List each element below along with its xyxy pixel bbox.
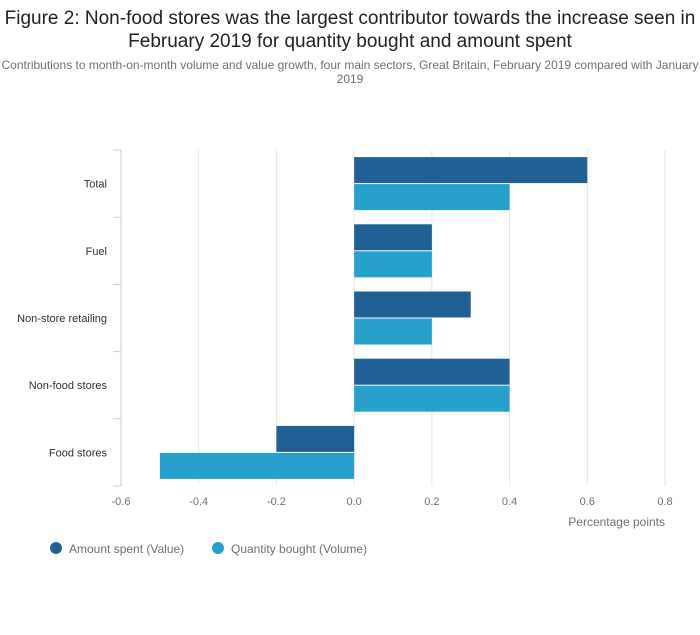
x-tick-label: 0.2	[424, 496, 439, 508]
bar-value[interactable]	[354, 224, 432, 251]
bar-volume[interactable]	[159, 452, 355, 479]
category-label: Food stores	[49, 447, 108, 459]
x-tick-label: -0.6	[112, 496, 131, 508]
chart-subtitle: Contributions to month-on-month volume a…	[1, 58, 699, 86]
category-label: Total	[84, 179, 107, 191]
legend-label[interactable]: Quantity bought (Volume)	[231, 542, 367, 556]
bar-volume[interactable]	[354, 251, 432, 278]
x-tick-label: -0.2	[267, 496, 286, 508]
legend-marker-value	[50, 542, 62, 554]
bar-volume[interactable]	[354, 184, 510, 211]
x-tick-label: 0.6	[580, 496, 595, 508]
x-tick-label: -0.4	[189, 496, 208, 508]
category-label: Non-food stores	[29, 380, 108, 392]
x-axis-title: Percentage points	[568, 515, 665, 529]
category-label: Non-store retailing	[17, 313, 107, 325]
legend-label[interactable]: Amount spent (Value)	[69, 542, 184, 556]
bar-value[interactable]	[354, 358, 510, 385]
x-tick-label: 0.0	[346, 496, 361, 508]
bar-value[interactable]	[276, 425, 355, 452]
category-label: Fuel	[86, 246, 107, 258]
chart-title: Figure 2: Non-food stores was the larges…	[4, 8, 696, 52]
x-tick-label: 0.4	[502, 496, 517, 508]
bar-volume[interactable]	[354, 385, 510, 412]
legend-marker-volume	[212, 542, 224, 554]
bar-value[interactable]	[354, 157, 588, 184]
bar-value[interactable]	[354, 291, 471, 318]
x-tick-label: 0.8	[657, 496, 672, 508]
bar-volume[interactable]	[354, 318, 432, 345]
